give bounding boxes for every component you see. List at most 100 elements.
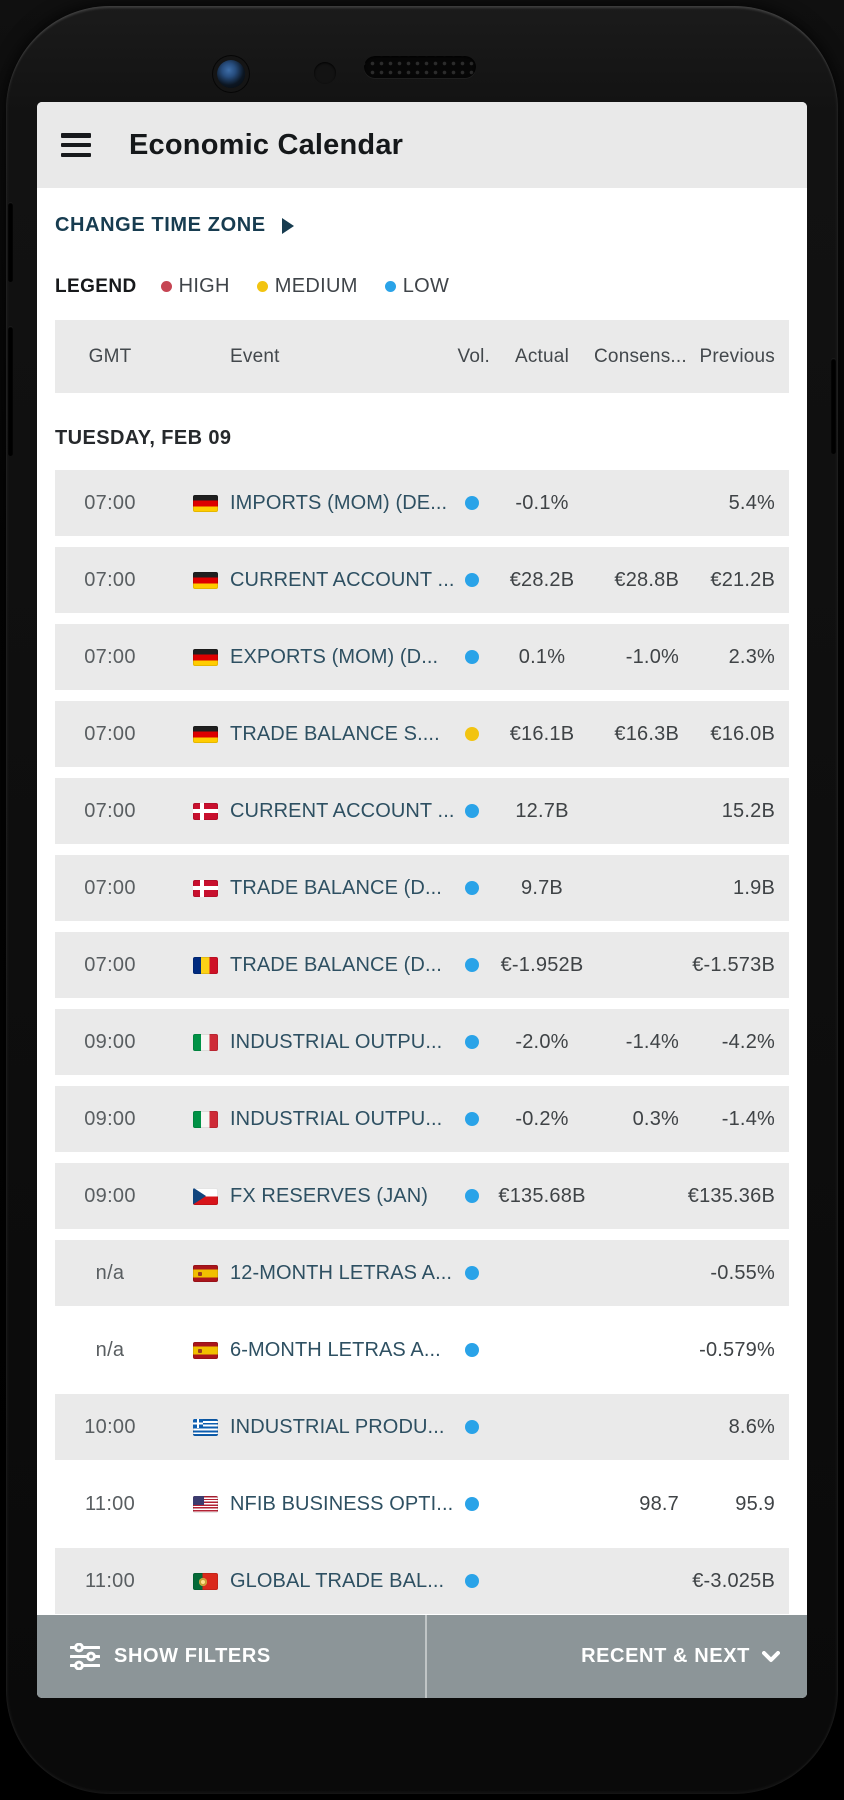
- event-actual-value: €28.2B: [509, 568, 575, 591]
- event-actual-value: 9.7B: [521, 876, 563, 899]
- event-previous-value: 95.9: [735, 1492, 775, 1515]
- event-previous-value: 2.3%: [728, 645, 775, 668]
- event-time: 09:00: [84, 1030, 136, 1053]
- menu-icon[interactable]: [61, 133, 91, 157]
- event-name: TRADE BALANCE (D...: [230, 876, 442, 899]
- flag-denmark-icon: [193, 879, 218, 897]
- column-header-event: Event: [230, 345, 280, 367]
- event-time: 07:00: [84, 645, 136, 668]
- volatility-low-dot-icon: [465, 881, 479, 895]
- event-name: GLOBAL TRADE BAL...: [230, 1569, 445, 1592]
- legend-item-low: LOW: [384, 275, 450, 298]
- event-rows: 07:00 IMPORTS (MOM) (DE... -0.1% 5.4% 07:00 C…: [55, 470, 789, 1614]
- event-name: INDUSTRIAL PRODU...: [230, 1415, 445, 1438]
- power-button: [831, 358, 836, 454]
- table-row[interactable]: 11:00 GLOBAL TRADE BAL... €-3.025B: [55, 1548, 789, 1614]
- event-previous-value: €-3.025B: [692, 1569, 775, 1592]
- show-filters-button[interactable]: SHOW FILTERS: [37, 1615, 458, 1698]
- table-row[interactable]: n/a 12-MONTH LETRAS A... -0.55%: [55, 1240, 789, 1306]
- column-header-actual: Actual: [514, 345, 569, 367]
- event-name: TRADE BALANCE (D...: [230, 953, 442, 976]
- day-section-header: TUESDAY, FEB 09: [55, 427, 232, 449]
- filters-icon: [70, 1643, 100, 1670]
- event-consensus-value: €16.3B: [614, 722, 679, 745]
- flag-romania-icon: [193, 956, 218, 974]
- event-name: TRADE BALANCE S....: [230, 722, 440, 745]
- arrow-right-icon: [281, 217, 294, 234]
- event-time: 09:00: [84, 1184, 136, 1207]
- legend-item-label: LOW: [402, 275, 450, 297]
- volatility-low-dot-icon: [465, 804, 479, 818]
- volatility-low-dot-icon: [465, 573, 479, 587]
- flag-germany-icon: [193, 725, 218, 743]
- event-previous-value: -0.55%: [710, 1261, 775, 1284]
- volatility-low-dot-icon: [465, 1343, 479, 1357]
- event-name: IMPORTS (MOM) (DE...: [230, 491, 448, 514]
- flag-italy-icon: [193, 1033, 218, 1051]
- event-time: 07:00: [84, 568, 136, 591]
- event-actual-value: -0.2%: [515, 1107, 569, 1130]
- volatility-low-dot-icon: [465, 496, 479, 510]
- table-row[interactable]: 07:00 TRADE BALANCE S.... €16.1B €16.3B €16.…: [55, 701, 789, 767]
- table-row[interactable]: 07:00 IMPORTS (MOM) (DE... -0.1% 5.4%: [55, 470, 789, 536]
- table-row[interactable]: n/a 6-MONTH LETRAS A... -0.579%: [55, 1317, 789, 1383]
- table-row[interactable]: 07:00 TRADE BALANCE (D... €-1.952B €-1.573B: [55, 932, 789, 998]
- change-time-zone-label: CHANGE TIME ZONE: [55, 214, 266, 236]
- app-screen: Economic Calendar CHANGE TIME ZONE LEGEN…: [37, 102, 807, 1698]
- recent-next-label: RECENT & NEXT: [581, 1645, 750, 1667]
- volatility-high-dot-icon: [160, 281, 172, 292]
- table-row[interactable]: 09:00 FX RESERVES (JAN) €135.68B €135.36B: [55, 1163, 789, 1229]
- event-time: 10:00: [84, 1415, 136, 1438]
- phone-frame: Economic Calendar CHANGE TIME ZONE LEGEN…: [6, 6, 838, 1794]
- event-time: 07:00: [84, 799, 136, 822]
- table-row[interactable]: 07:00 EXPORTS (MOM) (D... 0.1% -1.0% 2.3%: [55, 624, 789, 690]
- event-name: INDUSTRIAL OUTPU...: [230, 1030, 443, 1053]
- table-row[interactable]: 07:00 CURRENT ACCOUNT ... €28.2B €28.8B €21.…: [55, 547, 789, 613]
- flag-spain-icon: [193, 1264, 218, 1282]
- event-time: 11:00: [84, 1569, 136, 1592]
- event-previous-value: -0.579%: [699, 1338, 775, 1361]
- volatility-low-dot-icon: [465, 1497, 479, 1511]
- event-name: NFIB BUSINESS OPTI...: [230, 1492, 454, 1515]
- event-previous-value: €135.36B: [687, 1184, 775, 1207]
- table-row[interactable]: 09:00 INDUSTRIAL OUTPU... -2.0% -1.4% -4.2%: [55, 1009, 789, 1075]
- flag-germany-icon: [193, 648, 218, 666]
- table-row[interactable]: 07:00 CURRENT ACCOUNT ... 12.7B 15.2B: [55, 778, 789, 844]
- flag-italy-icon: [193, 1110, 218, 1128]
- event-name: CURRENT ACCOUNT ...: [230, 799, 454, 822]
- chevron-down-icon: [762, 1650, 780, 1663]
- volatility-medium-dot-icon: [256, 281, 268, 292]
- flag-denmark-icon: [193, 802, 218, 820]
- event-actual-value: 0.1%: [518, 645, 566, 668]
- earpiece-speaker: [364, 56, 476, 78]
- column-header-consensus: Consens...: [594, 345, 687, 367]
- volatility-low-dot-icon: [465, 650, 479, 664]
- event-time: 07:00: [84, 722, 136, 745]
- volatility-low-dot-icon: [465, 1189, 479, 1203]
- table-row[interactable]: 10:00 INDUSTRIAL PRODU... 8.6%: [55, 1394, 789, 1460]
- flag-germany-icon: [193, 494, 218, 512]
- flag-usa-icon: [193, 1495, 218, 1513]
- change-time-zone-link[interactable]: CHANGE TIME ZONE: [55, 214, 807, 237]
- flag-czech-republic-icon: [193, 1187, 218, 1205]
- event-name: 12-MONTH LETRAS A...: [230, 1261, 453, 1284]
- event-time: 07:00: [84, 953, 136, 976]
- event-consensus-value: 98.7: [639, 1492, 679, 1515]
- recent-next-button[interactable]: RECENT & NEXT: [458, 1615, 807, 1698]
- table-row[interactable]: 11:00 NFIB BUSINESS OPTI... 98.7 95.9: [55, 1471, 789, 1537]
- volume-button: [8, 326, 13, 456]
- table-row[interactable]: 09:00 INDUSTRIAL OUTPU... -0.2% 0.3% -1.4%: [55, 1086, 789, 1152]
- page-title: Economic Calendar: [129, 128, 404, 161]
- event-previous-value: 5.4%: [728, 491, 775, 514]
- flag-germany-icon: [193, 571, 218, 589]
- event-actual-value: €16.1B: [509, 722, 575, 745]
- legend-item-label: MEDIUM: [274, 275, 358, 297]
- event-previous-value: 15.2B: [721, 799, 775, 822]
- alert-slider-button: [8, 202, 13, 282]
- event-consensus-value: -1.4%: [625, 1030, 679, 1053]
- event-name: INDUSTRIAL OUTPU...: [230, 1107, 443, 1130]
- legend-label: LEGEND: [55, 275, 137, 297]
- table-row[interactable]: 07:00 TRADE BALANCE (D... 9.7B 1.9B: [55, 855, 789, 921]
- legend-item-high: HIGH: [160, 275, 230, 298]
- flag-spain-icon: [193, 1341, 218, 1359]
